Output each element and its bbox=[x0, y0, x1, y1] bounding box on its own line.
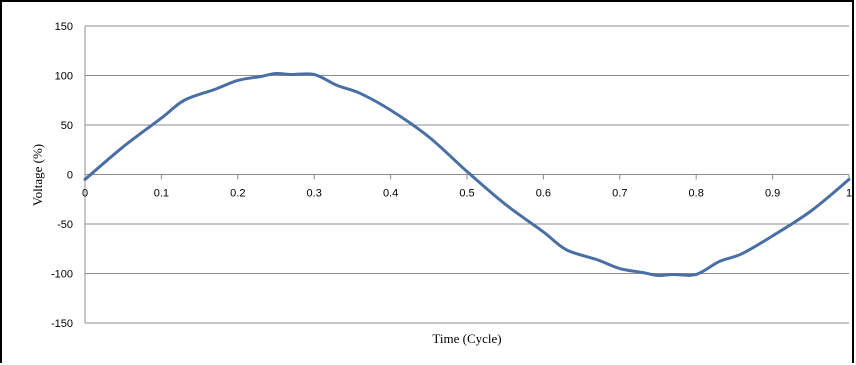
y-tick-label: -100 bbox=[51, 269, 73, 281]
y-tick-label: 100 bbox=[55, 71, 73, 83]
gridlines bbox=[84, 25, 850, 324]
x-tick-label: 0.6 bbox=[536, 188, 551, 200]
y-tick-labels: 150 100 50 0 -50 -100 -150 bbox=[51, 21, 73, 330]
x-tick-label: 0.9 bbox=[765, 188, 780, 200]
y-tick-label: 50 bbox=[61, 120, 73, 132]
x-tick-label: 0 bbox=[82, 188, 88, 200]
x-tick-labels: 0 0.1 0.2 0.3 0.4 0.5 0.6 0.7 0.8 0.9 1 bbox=[82, 188, 852, 200]
x-axis-label: Time (Cycle) bbox=[432, 331, 501, 346]
y-axis-label: Voltage (%) bbox=[30, 144, 45, 206]
x-tick-label: 0.1 bbox=[154, 188, 169, 200]
y-tick-label: -50 bbox=[57, 219, 73, 231]
x-tick-label: 0.2 bbox=[230, 188, 245, 200]
y-tick-label: -150 bbox=[51, 318, 73, 330]
x-tick-label: 1 bbox=[846, 188, 852, 200]
x-tick-label: 0.7 bbox=[612, 188, 627, 200]
x-tick-label: 0.8 bbox=[689, 188, 704, 200]
x-tick-label: 0.3 bbox=[307, 188, 322, 200]
series-group bbox=[83, 71, 851, 278]
x-tick-label: 0.5 bbox=[459, 188, 474, 200]
x-tick-label: 0.4 bbox=[383, 188, 398, 200]
series-line-0 bbox=[83, 71, 851, 278]
y-tick-label: 0 bbox=[67, 170, 73, 182]
y-tick-label: 150 bbox=[55, 21, 73, 33]
